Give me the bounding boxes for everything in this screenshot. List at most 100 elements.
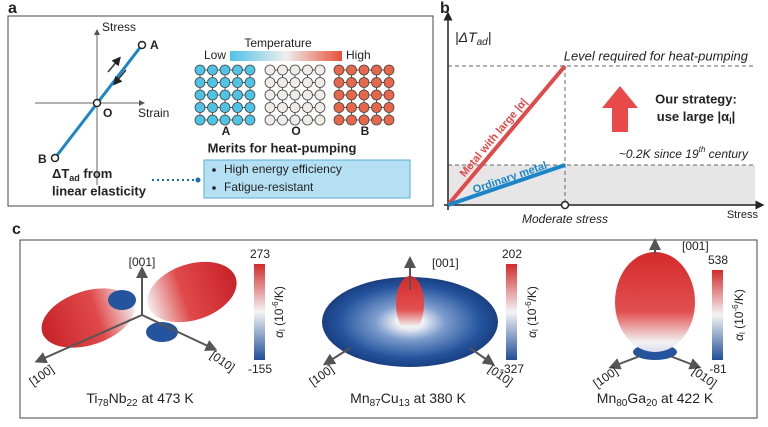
colorbar-min: -327 [500, 362, 524, 376]
atom [346, 77, 357, 88]
axis-label: |ΔTad| [455, 29, 491, 48]
axis-label: Strain [138, 106, 169, 120]
atom [383, 77, 395, 88]
atom [302, 64, 313, 76]
atom [277, 64, 288, 76]
atom [358, 102, 370, 113]
atom [333, 89, 345, 101]
point-label: O [103, 106, 112, 120]
atom [244, 64, 256, 76]
legend-title: Temperature [244, 36, 312, 50]
atom [219, 102, 231, 113]
lobe [146, 322, 178, 342]
up-arrow [602, 86, 638, 132]
direction-arrow [141, 314, 218, 351]
atom [314, 114, 326, 126]
atom [333, 102, 345, 113]
colorbar-max: 202 [502, 247, 522, 261]
atom [371, 64, 382, 76]
atom [333, 114, 345, 126]
colorbar-min: -155 [248, 362, 272, 376]
atom [289, 77, 301, 88]
atom [232, 102, 243, 113]
axis-label: Stress [727, 209, 759, 221]
atom [277, 77, 288, 88]
direction-label: [010] [208, 348, 238, 375]
atom [358, 77, 370, 88]
direction-label: [100] [307, 362, 337, 389]
direction-arrow [322, 347, 351, 366]
arrow [107, 56, 121, 73]
colorbar-max: 538 [708, 253, 728, 267]
atom [289, 102, 301, 113]
direction-arrow [608, 355, 641, 370]
atom [314, 102, 326, 113]
atom [219, 89, 231, 101]
annotation: Level required for heat-pumping [564, 48, 749, 63]
atom [314, 77, 326, 88]
large-line [446, 64, 567, 207]
atom [244, 114, 256, 126]
point [137, 40, 147, 50]
atom [207, 64, 218, 76]
atom [219, 64, 231, 76]
merit-item: High energy efficiency [224, 162, 342, 176]
atom [207, 102, 218, 113]
atom [289, 114, 301, 126]
lattice-label: O [291, 124, 300, 138]
lobe [615, 252, 695, 352]
atom [194, 114, 206, 126]
atom [371, 89, 382, 101]
atom [219, 77, 231, 88]
point-label: A [150, 38, 159, 52]
atom [244, 77, 256, 88]
atom [314, 64, 326, 76]
colorbar-label: αl (10-6/K) [731, 289, 747, 341]
atom [346, 64, 357, 76]
legend-label: Low [204, 48, 226, 62]
atom [314, 89, 326, 101]
direction-label: [001] [129, 255, 156, 269]
direction-label: [001] [682, 239, 709, 253]
material-label: Ti78Nb22 at 473 K [86, 390, 194, 409]
atom [232, 114, 243, 126]
material-label: Mn87Cu13 at 380 K [350, 390, 466, 409]
panel-frame [19, 239, 758, 419]
merit-item: Fatigue-resistant [224, 180, 314, 194]
legend-label: High [346, 48, 371, 62]
atom [277, 114, 288, 126]
atom [244, 89, 256, 101]
bullet [212, 168, 216, 172]
shaded-region [448, 165, 755, 205]
colorbar [506, 264, 517, 360]
note: ΔTad from [52, 166, 112, 183]
atom [371, 77, 382, 88]
atom [244, 102, 256, 113]
atom [358, 114, 370, 126]
ordinary-line [447, 163, 566, 207]
point [560, 200, 570, 210]
atom [371, 114, 382, 126]
point [92, 98, 102, 108]
lobe [147, 261, 237, 323]
note: linear elasticity [52, 183, 147, 198]
atom [383, 102, 395, 113]
arrow-end [195, 177, 201, 183]
atom [289, 89, 301, 101]
lobe [396, 276, 424, 332]
direction-arrow [669, 355, 702, 370]
lattice-label: B [361, 124, 370, 138]
atom [346, 89, 357, 101]
atom [383, 64, 395, 76]
material-label: Mn80Ga20 at 422 K [597, 390, 714, 409]
atom [194, 102, 206, 113]
panel-label: a [8, 0, 17, 17]
atom [333, 64, 345, 76]
atom [358, 64, 370, 76]
atom [207, 77, 218, 88]
atom [346, 114, 357, 126]
atom [232, 77, 243, 88]
colorbar [254, 264, 265, 360]
merits-title: Merits for heat-pumping [208, 140, 357, 155]
